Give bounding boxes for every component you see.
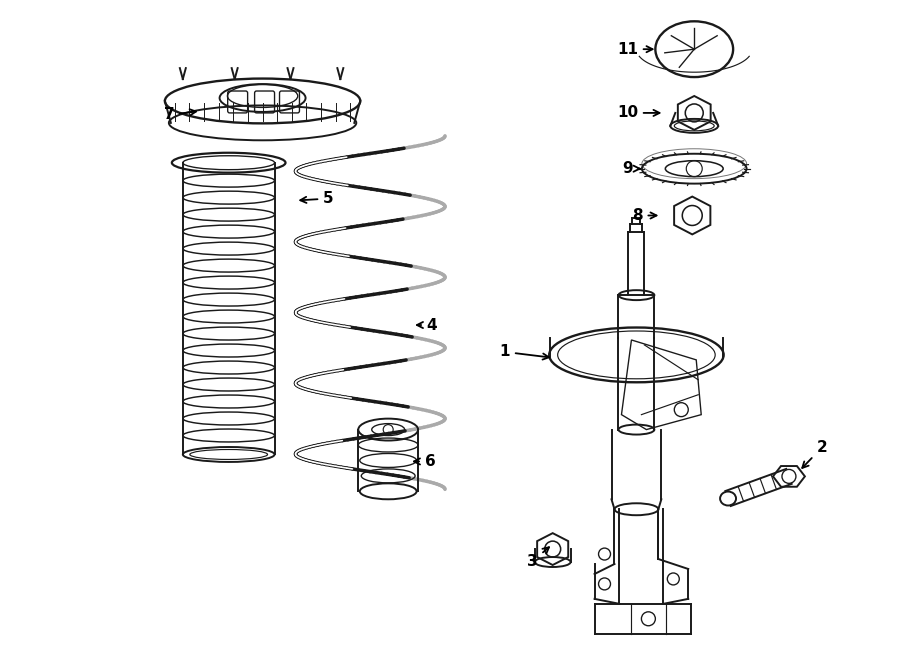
- Text: 3: 3: [527, 547, 549, 568]
- Text: 11: 11: [617, 42, 652, 57]
- Text: 7: 7: [164, 107, 196, 122]
- Text: 9: 9: [622, 161, 640, 176]
- Text: 1: 1: [500, 344, 549, 360]
- Text: 2: 2: [802, 440, 827, 468]
- Text: 6: 6: [414, 454, 436, 469]
- Text: 8: 8: [632, 208, 657, 223]
- Text: 4: 4: [417, 317, 437, 332]
- Text: 5: 5: [301, 191, 334, 206]
- Text: 10: 10: [616, 105, 660, 120]
